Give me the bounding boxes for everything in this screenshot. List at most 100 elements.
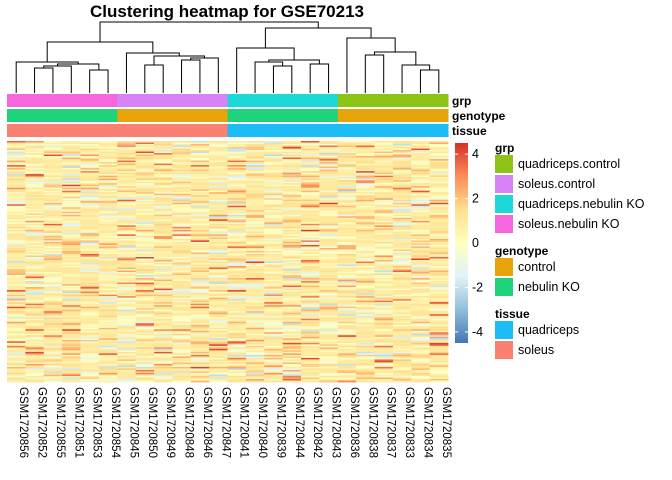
heatmap-cell: [80, 190, 100, 193]
dendrogram-branch: [401, 64, 431, 93]
heatmap-cell: [190, 172, 210, 175]
heatmap-cell: [301, 144, 320, 146]
heatmap-cell: [80, 216, 100, 219]
heatmap-cell: [282, 267, 302, 270]
heatmap-cell: [190, 329, 210, 332]
heatmap-cell: [227, 318, 247, 321]
heatmap-cell: [264, 198, 284, 201]
heatmap-cell: [190, 300, 210, 303]
heatmap-cell: [429, 299, 449, 302]
heatmap-cell: [62, 348, 81, 351]
heatmap-cell: [80, 345, 100, 348]
heatmap-cell: [209, 186, 228, 189]
heatmap-cell: [374, 168, 394, 171]
heatmap-cell: [62, 258, 81, 261]
heatmap-cell: [98, 205, 118, 208]
heatmap-cell: [190, 369, 210, 372]
heatmap-cell: [135, 201, 155, 204]
heatmap-cell: [392, 276, 412, 279]
heatmap-cell: [25, 175, 45, 178]
heatmap-cell: [264, 359, 284, 362]
heatmap-cell: [98, 372, 118, 375]
heatmap-cell: [117, 169, 137, 172]
heatmap-cell: [190, 243, 210, 246]
heatmap-cell: [392, 378, 412, 381]
heatmap-cell: [227, 360, 247, 363]
heatmap-cell: [227, 205, 247, 208]
heatmap-cell: [190, 375, 210, 378]
heatmap-cell: [43, 249, 63, 252]
heatmap-cell: [117, 210, 137, 213]
heatmap-cell: [117, 315, 137, 318]
heatmap-cell: [227, 297, 247, 300]
heatmap-cell: [135, 196, 155, 199]
heatmap-cell: [98, 276, 118, 279]
heatmap-cell: [301, 341, 320, 344]
heatmap-cell: [209, 175, 228, 178]
heatmap-cell: [282, 371, 302, 374]
heatmap-cell: [319, 204, 339, 207]
heatmap-cell: [190, 309, 210, 312]
heatmap-cell: [62, 287, 81, 290]
heatmap-cell: [62, 220, 81, 223]
annotation-cell: [282, 124, 302, 137]
heatmap-cell: [98, 144, 118, 146]
heatmap-cell: [98, 320, 118, 323]
heatmap-cell: [172, 362, 192, 365]
heatmap-cell: [282, 169, 302, 172]
heatmap-cell: [25, 247, 45, 250]
heatmap-cell: [319, 312, 339, 315]
heatmap-cell: [392, 192, 412, 195]
heatmap-cell: [301, 147, 320, 149]
heatmap-cell: [172, 296, 192, 299]
heatmap-cell: [227, 264, 247, 267]
heatmap-cell: [154, 232, 173, 235]
heatmap-cell: [374, 250, 394, 253]
heatmap-cell: [80, 165, 100, 168]
heatmap-cell: [356, 347, 375, 350]
heatmap-cell: [43, 234, 63, 237]
heatmap-cell: [301, 193, 320, 196]
heatmap-cell: [356, 363, 375, 366]
heatmap-cell: [80, 231, 100, 234]
heatmap-cell: [227, 332, 247, 335]
heatmap-cell: [43, 163, 63, 166]
heatmap-cell: [301, 348, 320, 351]
heatmap-cell: [282, 240, 302, 243]
heatmap-cell: [80, 160, 100, 163]
heatmap-cell: [429, 282, 449, 285]
heatmap-cell: [154, 366, 173, 369]
heatmap-cell: [135, 229, 155, 232]
legend-swatch: [495, 341, 513, 359]
heatmap-cell: [154, 211, 173, 214]
heatmap-cell: [245, 339, 265, 342]
heatmap-cell: [98, 264, 118, 267]
heatmap-cell: [264, 159, 284, 161]
heatmap-cell: [62, 272, 81, 274]
heatmap-cell: [301, 336, 320, 339]
heatmap-cell: [190, 318, 210, 321]
heatmap-cell: [374, 308, 394, 311]
heatmap-cell: [319, 284, 339, 286]
heatmap-cell: [98, 234, 118, 237]
heatmap-cell: [356, 241, 375, 244]
heatmap-cell: [337, 250, 357, 253]
heatmap-cell: [135, 284, 155, 286]
heatmap-cell: [429, 341, 449, 344]
heatmap-cell: [282, 249, 302, 252]
heatmap-cell: [392, 341, 412, 344]
heatmap-cell: [80, 195, 100, 198]
heatmap-cell: [282, 360, 302, 363]
heatmap-cell: [172, 279, 192, 282]
heatmap-cell: [411, 282, 431, 285]
heatmap-cell: [264, 293, 284, 296]
heatmap-cell: [135, 356, 155, 359]
heatmap-cell: [392, 226, 412, 229]
heatmap-cell: [43, 321, 63, 324]
heatmap-cell: [117, 145, 137, 148]
heatmap-cell: [80, 151, 100, 154]
heatmap-cell: [7, 169, 26, 172]
heatmap-cell: [245, 180, 265, 183]
heatmap-cell: [172, 311, 192, 314]
heatmap-cell: [374, 211, 394, 214]
